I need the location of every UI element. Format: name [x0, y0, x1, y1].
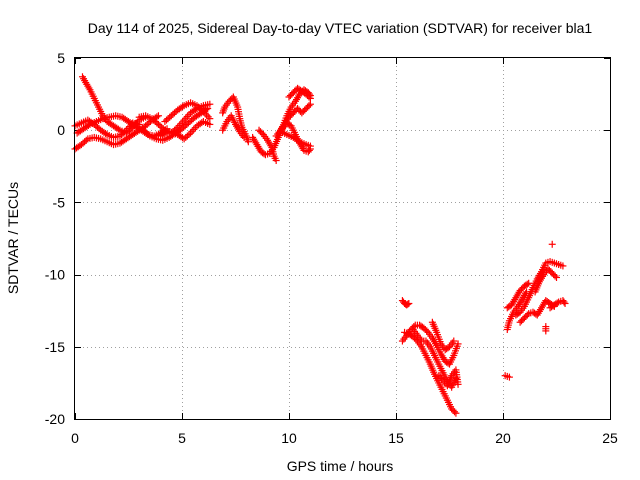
series-track-j — [219, 112, 248, 141]
data-point — [305, 102, 313, 110]
data-point — [553, 273, 560, 281]
data-point — [121, 128, 129, 136]
x-tick-label: 20 — [495, 430, 511, 446]
data-point — [551, 272, 559, 280]
series-track-v — [435, 366, 462, 390]
x-axis-label: GPS time / hours — [287, 458, 394, 474]
y-tick-label: -15 — [45, 339, 65, 355]
series-track-x — [503, 288, 531, 333]
data-point — [523, 280, 531, 288]
series-track-n — [279, 119, 314, 156]
series-track-i — [219, 93, 252, 146]
series-track-ae — [546, 297, 569, 312]
data-point — [548, 240, 556, 248]
series-track-y — [503, 279, 533, 312]
data-point — [179, 103, 187, 111]
data-point — [305, 93, 313, 101]
series-track-q — [398, 297, 413, 309]
data-point — [206, 100, 214, 108]
data-point — [454, 380, 462, 388]
series-track-u — [428, 318, 458, 354]
series-track-w — [501, 372, 513, 381]
series-track-h — [157, 118, 214, 143]
data-point — [204, 105, 212, 113]
x-tick-label: 5 — [178, 430, 186, 446]
series-track-l — [255, 126, 280, 165]
x-tick-label: 15 — [388, 430, 404, 446]
x-tick-label: 25 — [602, 430, 618, 446]
y-tick-label: -20 — [45, 411, 65, 427]
data-point — [306, 142, 314, 150]
data-point — [153, 113, 161, 121]
data-point — [450, 408, 458, 416]
chart-title: Day 114 of 2025, Sidereal Day-to-day VTE… — [88, 20, 593, 36]
data-point — [188, 127, 196, 135]
data-point — [305, 146, 313, 154]
y-tick-label: 0 — [57, 122, 65, 138]
y-tick-label: -5 — [53, 194, 66, 210]
data-point — [198, 106, 206, 114]
y-tick-label: -10 — [45, 267, 65, 283]
data-point — [154, 112, 162, 120]
series-track-r — [398, 321, 462, 368]
data-point — [525, 279, 533, 287]
data-point — [185, 131, 193, 139]
data-point — [404, 300, 412, 308]
y-tick-label: 5 — [57, 50, 65, 66]
data-points — [71, 73, 569, 417]
tick-layer: 0 5 10 15 20 25 5 0 -5 -10 -15 -20 — [45, 50, 618, 446]
data-point — [206, 120, 214, 128]
data-point — [190, 125, 198, 133]
plot-frame — [74, 57, 611, 420]
data-point — [240, 133, 248, 141]
data-point — [144, 131, 152, 139]
data-point — [559, 262, 567, 270]
series-track-ad — [548, 240, 556, 248]
data-point — [405, 299, 413, 307]
series-track-ac — [542, 323, 550, 335]
data-point — [82, 136, 90, 144]
x-tick-label: 0 — [71, 430, 79, 446]
data-point — [553, 299, 561, 307]
data-point — [560, 298, 568, 306]
data-point — [542, 327, 550, 335]
data-point — [114, 125, 122, 133]
data-point — [244, 138, 252, 146]
grid-layer — [75, 58, 610, 419]
data-point — [101, 129, 109, 137]
data-point — [561, 299, 569, 307]
data-point — [450, 337, 458, 345]
data-point — [159, 125, 167, 133]
data-point — [306, 94, 314, 102]
series-track-ab — [531, 265, 560, 296]
data-point — [452, 409, 460, 417]
data-point — [84, 122, 92, 130]
data-point — [454, 340, 462, 348]
series-track-o — [276, 128, 314, 150]
x-tick-label: 10 — [281, 430, 297, 446]
data-point — [505, 373, 513, 381]
data-point — [272, 157, 280, 165]
y-axis-label: SDTVAR / TECUs — [5, 182, 21, 294]
series-track-g — [161, 99, 214, 126]
data-point — [523, 311, 531, 319]
series-track-p — [285, 84, 314, 102]
data-point — [294, 137, 302, 145]
